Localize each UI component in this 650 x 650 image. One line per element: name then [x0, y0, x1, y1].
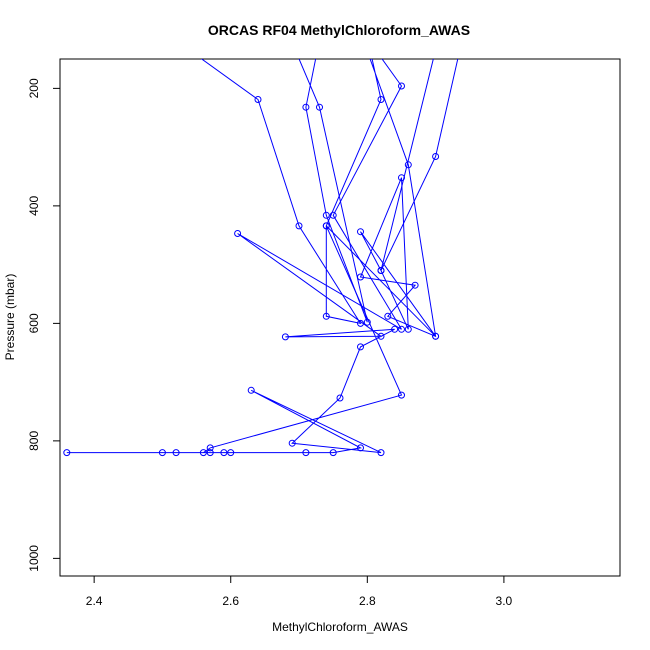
- data-point: [398, 174, 405, 182]
- x-axis-label: MethylChloroform_AWAS: [272, 620, 408, 634]
- series-line-0: [66, 59, 403, 454]
- data-point: [220, 449, 228, 457]
- x-tick-label: 3.0: [496, 594, 513, 608]
- series-layer: [63, 59, 459, 457]
- data-point: [227, 449, 235, 457]
- x-tick-label: 2.8: [359, 594, 376, 608]
- data-point: [199, 449, 207, 457]
- data-point: [404, 325, 412, 333]
- data-point: [329, 211, 337, 219]
- data-point: [384, 312, 392, 320]
- data-point: [432, 332, 440, 340]
- data-point: [377, 96, 385, 103]
- data-point: [357, 319, 364, 327]
- data-point: [322, 312, 330, 320]
- data-point: [357, 444, 364, 452]
- y-axis-label: Pressure (mbar): [3, 274, 17, 361]
- x-tick-label: 2.6: [222, 594, 239, 608]
- data-point: [302, 449, 310, 457]
- data-point: [206, 449, 214, 457]
- y-tick-label: 1000: [27, 545, 41, 572]
- data-point: [158, 449, 166, 457]
- data-point: [206, 444, 214, 452]
- data-point: [398, 82, 405, 90]
- x-tick-label: 2.4: [86, 594, 103, 608]
- data-point: [247, 386, 255, 394]
- data-point: [391, 325, 399, 333]
- y-tick-label: 200: [27, 78, 41, 98]
- data-point: [63, 449, 71, 457]
- data-point: [377, 267, 385, 274]
- y-tick-label: 600: [27, 313, 41, 333]
- data-point: [234, 230, 242, 237]
- data-point: [357, 273, 364, 281]
- y-axis: 200 400 600 800 1000: [27, 78, 60, 572]
- data-point: [411, 281, 419, 289]
- y-tick-label: 800: [27, 431, 41, 451]
- data-point: [357, 228, 364, 236]
- data-point: [254, 96, 262, 103]
- data-point: [322, 211, 330, 219]
- data-point: [316, 103, 323, 111]
- data-point: [172, 449, 180, 457]
- data-point: [432, 153, 440, 160]
- data-point: [336, 394, 344, 402]
- x-axis: 2.4 2.6 2.8 3.0: [86, 576, 513, 608]
- series-line-1: [298, 59, 368, 323]
- data-point: [377, 449, 385, 457]
- data-point: [357, 343, 364, 351]
- data-point: [322, 222, 330, 230]
- data-point: [302, 103, 310, 111]
- data-point: [398, 391, 405, 399]
- data-point: [398, 325, 405, 333]
- data-point: [295, 222, 303, 230]
- chart-title: ORCAS RF04 MethylChloroform_AWAS: [208, 22, 470, 38]
- plot-frame: [59, 58, 621, 577]
- data-point: [288, 439, 296, 447]
- data-point: [281, 333, 289, 341]
- series-line-3: [380, 59, 459, 271]
- data-point: [329, 449, 337, 457]
- series-line-2: [325, 59, 437, 338]
- data-point: [363, 318, 371, 326]
- y-tick-label: 400: [27, 196, 41, 216]
- data-point: [377, 332, 385, 340]
